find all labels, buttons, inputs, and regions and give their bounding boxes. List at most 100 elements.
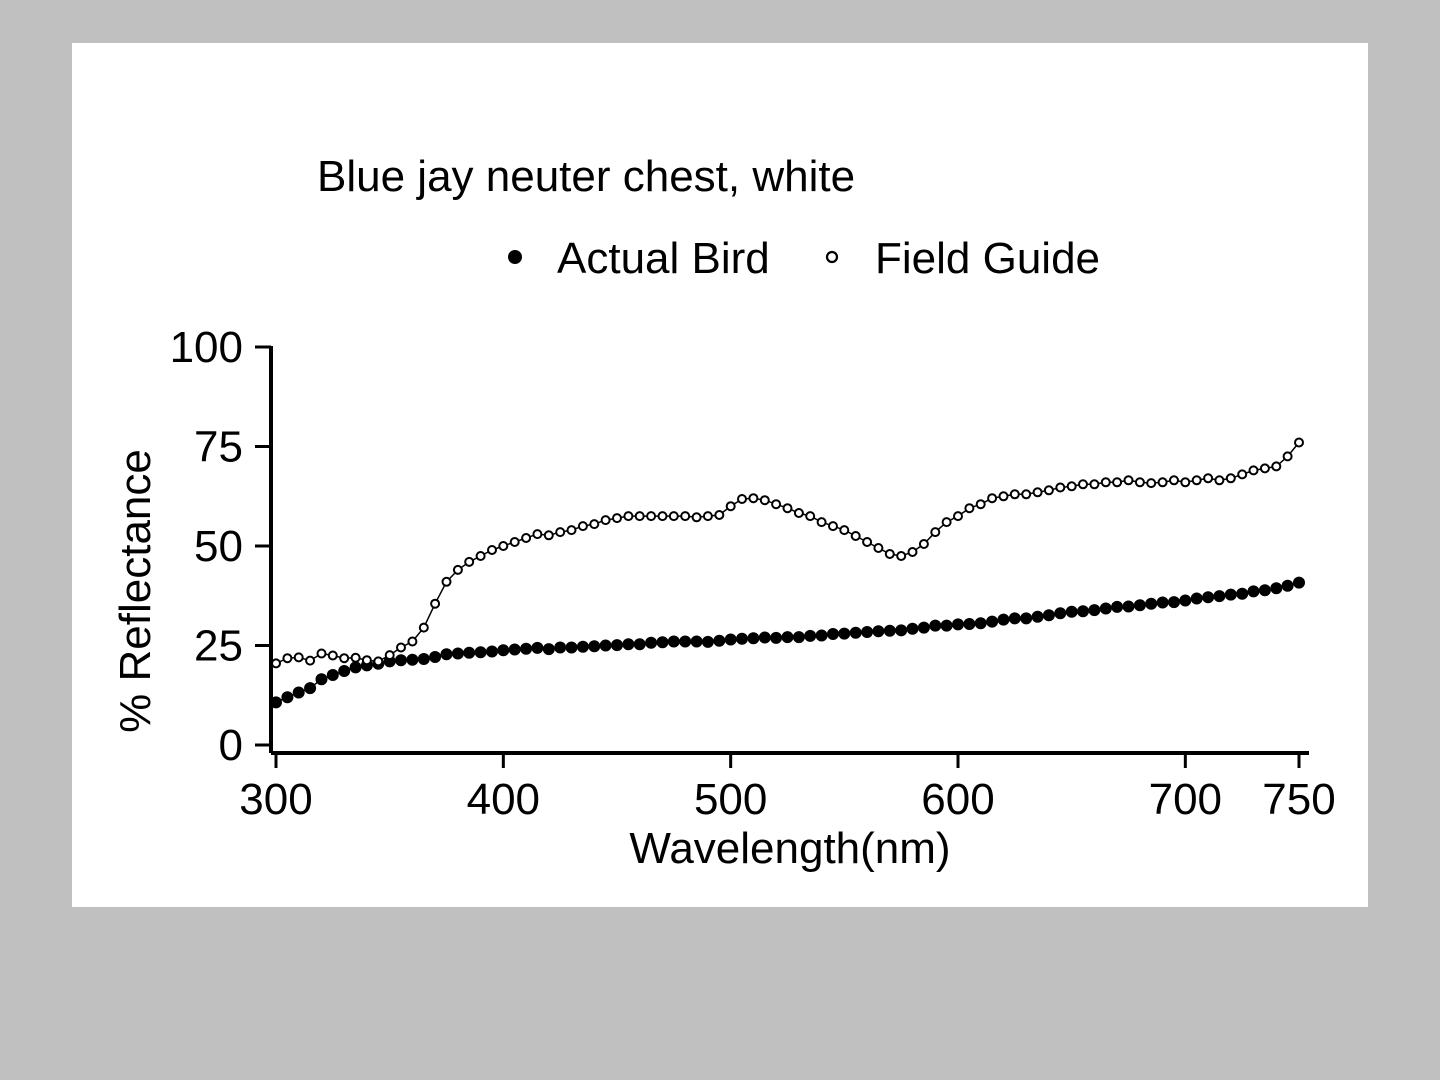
data-point <box>520 642 533 655</box>
data-point <box>1214 475 1225 486</box>
data-point <box>781 631 794 644</box>
data-point <box>747 632 760 645</box>
data-point <box>463 646 476 659</box>
data-point <box>474 646 487 659</box>
data-point <box>1078 479 1088 490</box>
data-point <box>736 632 748 645</box>
data-point <box>690 635 703 648</box>
data-point <box>1077 605 1089 618</box>
data-point <box>737 494 747 504</box>
legend-marker-field-guide <box>825 250 839 264</box>
legend-label-field-guide: Field Guide <box>875 234 1100 283</box>
data-point <box>611 639 623 652</box>
data-point <box>953 511 963 522</box>
data-point <box>429 651 442 663</box>
data-point <box>827 628 839 640</box>
data-point <box>873 543 884 553</box>
data-point <box>657 511 668 522</box>
data-point <box>656 636 669 649</box>
data-point <box>339 653 350 664</box>
data-point <box>974 617 987 630</box>
data-point <box>1065 605 1078 618</box>
data-point <box>1156 596 1169 609</box>
data-point <box>338 665 351 677</box>
data-point <box>623 511 634 522</box>
data-point <box>725 501 736 512</box>
data-point <box>588 640 601 653</box>
x-axis-ticks: 300 400 500 600 700 750 <box>239 753 1336 824</box>
data-point <box>600 515 611 526</box>
data-point <box>1066 481 1077 492</box>
data-point <box>531 641 544 654</box>
data-point <box>451 647 464 660</box>
reflectance-chart: Blue jay neuter chest, white Actual Bird… <box>111 152 1336 873</box>
data-point <box>941 517 952 528</box>
data-point <box>1203 473 1214 484</box>
data-point <box>1259 463 1270 474</box>
data-point <box>895 624 908 637</box>
data-point <box>521 533 532 543</box>
data-point <box>793 508 804 518</box>
data-point <box>270 696 282 709</box>
data-point <box>1032 487 1043 498</box>
data-point <box>1099 602 1112 615</box>
y-tick-label: 100 <box>170 323 243 372</box>
data-point <box>407 636 418 647</box>
data-point <box>441 576 452 587</box>
data-point <box>543 530 554 541</box>
data-point <box>1293 576 1305 589</box>
chart-title: Blue jay neuter chest, white <box>317 152 855 201</box>
y-tick-label: 0 <box>219 721 243 770</box>
data-point <box>599 639 612 652</box>
data-point <box>987 493 998 504</box>
series-actual-bird <box>270 576 1305 709</box>
data-point <box>906 622 919 635</box>
data-point <box>815 629 828 642</box>
x-tick-label: 400 <box>467 775 540 824</box>
data-point <box>782 503 793 514</box>
legend-marker-actual-bird <box>508 250 522 264</box>
data-point <box>1009 489 1020 500</box>
data-point <box>1236 587 1249 600</box>
data-point <box>384 650 395 661</box>
data-point <box>1054 607 1067 620</box>
data-point <box>771 499 782 510</box>
y-tick-label: 75 <box>194 423 243 472</box>
data-point <box>748 493 759 504</box>
data-point <box>565 641 578 654</box>
data-point <box>792 631 805 644</box>
data-point <box>1112 477 1123 488</box>
data-point <box>1088 604 1101 617</box>
data-point <box>487 545 497 555</box>
data-point <box>1258 584 1271 597</box>
data-point <box>918 539 929 549</box>
data-point <box>964 503 975 514</box>
data-point <box>1089 479 1100 490</box>
data-point <box>464 556 475 567</box>
data-point <box>452 564 463 575</box>
data-point <box>1271 461 1282 472</box>
data-point <box>963 618 976 630</box>
data-point <box>828 521 838 532</box>
data-point <box>872 625 885 638</box>
data-point <box>805 511 816 522</box>
data-point <box>975 499 986 510</box>
data-point <box>327 650 338 661</box>
data-point <box>986 615 999 628</box>
data-point <box>417 653 430 665</box>
data-point <box>1191 475 1202 486</box>
data-point <box>1122 600 1135 613</box>
data-point <box>679 635 692 648</box>
data-point <box>917 621 930 634</box>
data-point <box>1134 477 1145 488</box>
data-point <box>691 512 702 523</box>
data-point <box>566 525 577 536</box>
data-point <box>1169 475 1179 486</box>
data-point <box>770 631 783 644</box>
x-axis-label: Wavelength(nm) <box>629 824 950 873</box>
data-point <box>634 511 645 522</box>
y-tick-label: 50 <box>194 522 243 571</box>
data-point <box>395 654 407 667</box>
data-point <box>1031 610 1044 623</box>
data-point <box>861 626 874 638</box>
